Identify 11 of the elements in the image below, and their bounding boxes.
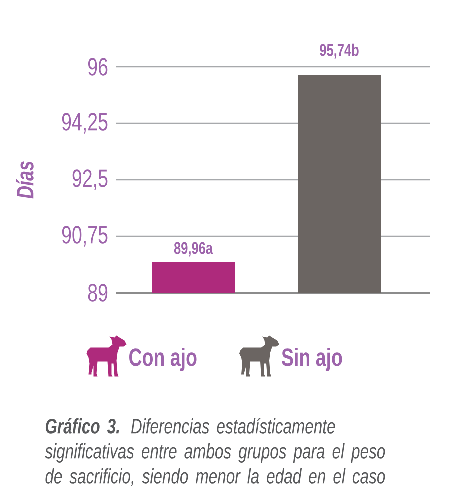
text: Gráfico 3. Diferencias estadísticamente significativas entre ambos grupos para el peso de sacrificio, siendo menor la edad en el caso [45,418,386,486]
y-axis-title: Días [16,162,34,199]
y-tick-label: 89 [88,284,108,302]
y-tick-label: 90,75 [62,226,108,247]
legend-label: Con ajo [130,348,197,372]
y-tick-label: 92,5 [72,170,108,190]
y-tick-label: 94,25 [62,113,108,134]
data-label: 89,96a [174,242,214,257]
y-tick-label: 96 [88,58,108,76]
legend-label: Sin ajo [282,348,342,372]
data-label: 95,74b [320,44,359,59]
